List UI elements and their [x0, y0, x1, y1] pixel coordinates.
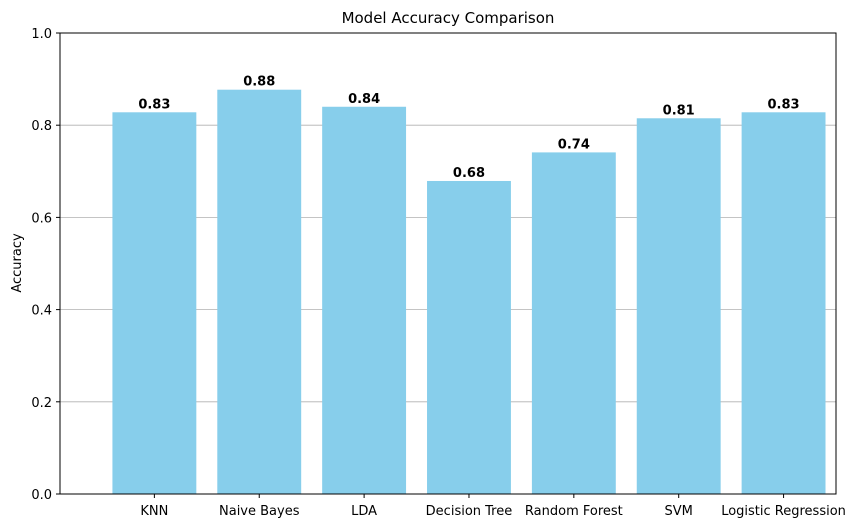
y-tick-label: 0.4: [31, 304, 52, 319]
value-label: 0.84: [348, 92, 380, 107]
bars: [112, 89, 826, 495]
bar-knn: [112, 112, 197, 495]
value-label: 0.81: [663, 103, 695, 118]
bar-decision-tree: [427, 180, 511, 494]
bar-naive-bayes: [217, 89, 302, 494]
x-tick-label: Logistic Regression: [721, 504, 846, 519]
value-label: 0.88: [243, 75, 275, 90]
value-label: 0.68: [453, 166, 485, 181]
y-tick-label: 0.2: [31, 396, 52, 411]
y-tick-label: 1.0: [31, 27, 52, 42]
x-tick-label: SVM: [665, 504, 693, 519]
plot-frame: [59, 32, 837, 495]
axes: [59, 32, 837, 495]
y-axis-ticks: 0.0 0.2 0.4 0.6 0.8 1.0: [31, 27, 60, 503]
y-tick-label: 0.0: [31, 488, 52, 503]
x-axis-ticks: KNN Naive Bayes LDA Decision Tree Random For…: [140, 494, 846, 519]
chart-title: Model Accuracy Comparison: [342, 9, 555, 27]
x-tick-label: Decision Tree: [426, 504, 513, 519]
y-axis-label: Accuracy: [10, 233, 25, 293]
value-label: 0.83: [768, 97, 800, 112]
x-tick-label: KNN: [140, 504, 168, 519]
x-tick-label: Naive Bayes: [219, 504, 300, 519]
y-tick-label: 0.8: [31, 119, 52, 134]
bar-random-forest: [531, 152, 616, 495]
value-label: 0.83: [138, 97, 170, 112]
bar-lda: [322, 106, 407, 494]
x-tick-label: LDA: [351, 504, 377, 519]
x-tick-label: Random Forest: [525, 504, 623, 519]
value-label: 0.74: [558, 137, 590, 152]
bar-svm: [636, 118, 721, 494]
y-tick-label: 0.6: [31, 211, 52, 226]
bar-logistic-regression: [741, 112, 826, 495]
value-labels: 0.83 0.88 0.84 0.68 0.74 0.81 0.83: [138, 75, 799, 181]
